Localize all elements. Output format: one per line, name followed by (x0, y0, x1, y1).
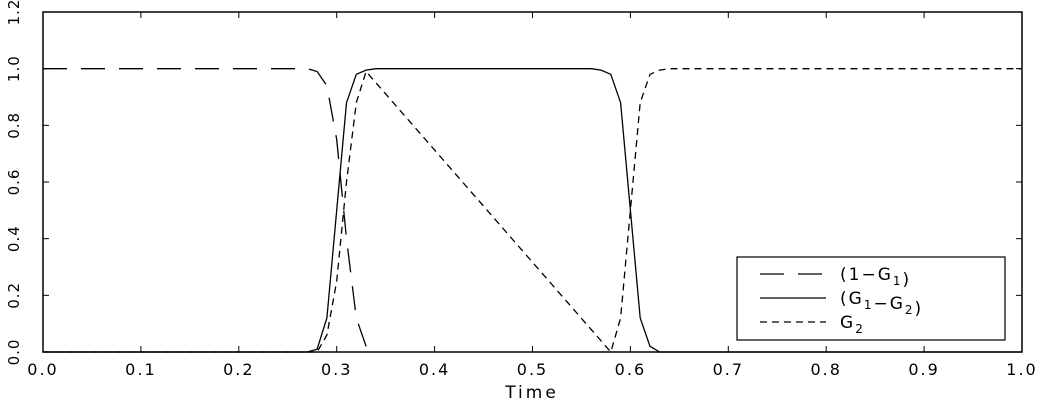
x-tick-label: 0.0 (27, 360, 58, 379)
x-tick-label: 1.0 (1006, 360, 1037, 379)
legend-label-part: ) (903, 270, 912, 290)
legend-label-part: G (840, 313, 855, 333)
axis-ticks: 0.0 0.1 0.2 0.3 0.4 0.5 0.6 0.7 0.8 0.9 1.0 0.0 0.2 0… (5, 0, 1037, 379)
legend-label-1: (1−G1) (840, 265, 911, 290)
legend-label-3: G2 (840, 313, 865, 336)
series-line-3 (43, 68, 1022, 354)
y-tick-label: 1.0 (5, 55, 23, 82)
legend-label-part: −G (873, 294, 904, 314)
x-tick-label: 0.3 (321, 360, 352, 379)
legend-label-2: (G1−G2) (840, 289, 923, 319)
legend-label-part: 1 (864, 298, 874, 312)
x-tick-label: 0.1 (125, 360, 156, 379)
legend-label-part: 2 (855, 322, 865, 336)
legend-label-part: 2 (905, 303, 915, 317)
y-tick-label: 0.0 (5, 339, 23, 366)
x-tick-label: 0.7 (713, 360, 744, 379)
x-tick-label: 0.4 (419, 360, 450, 379)
x-tick-label: 0.2 (223, 360, 254, 379)
series-layer (43, 68, 1022, 354)
legend-label-part: 1 (893, 274, 903, 288)
y-tick-label: 0.4 (5, 225, 23, 252)
x-tick-label: 0.8 (810, 360, 841, 379)
x-tick-label: 0.9 (908, 360, 939, 379)
legend-label-part: (G (840, 289, 864, 309)
series-line-1 (43, 68, 377, 353)
legend-label-part: (1−G (840, 265, 893, 285)
series-line-2 (43, 68, 1022, 353)
legend: (1−G1)(G1−G2)G2 (736, 256, 1006, 341)
x-tick-label: 0.5 (517, 360, 548, 379)
x-tick-label: 0.6 (615, 360, 646, 379)
y-tick-label: 0.6 (5, 169, 23, 196)
y-tick-label: 0.2 (5, 282, 23, 309)
y-tick-label: 1.2 (5, 0, 23, 25)
x-axis-label: Time (504, 383, 559, 403)
legend-label-part: ) (915, 299, 924, 319)
y-tick-label: 0.8 (5, 112, 23, 139)
